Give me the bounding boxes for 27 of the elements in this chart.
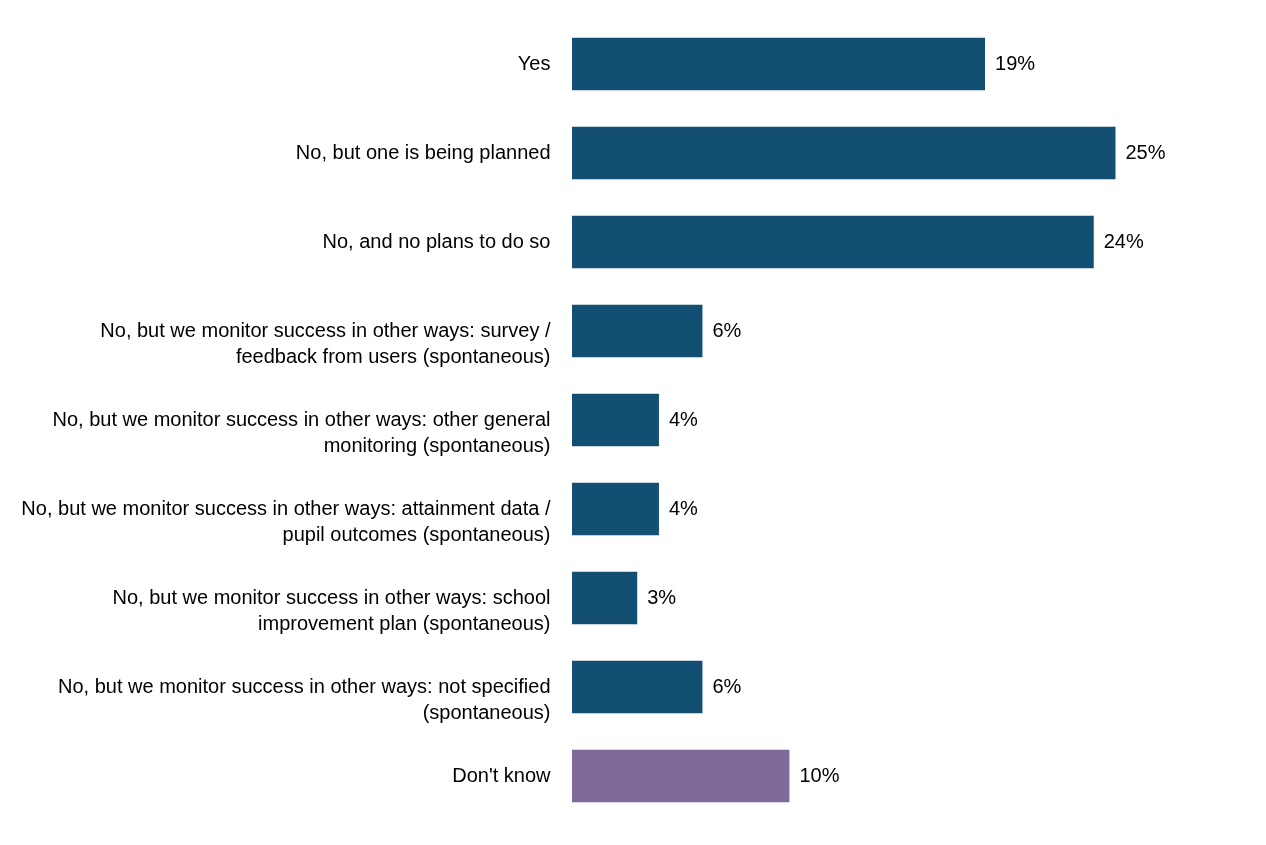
bar <box>572 215 1094 269</box>
bar <box>572 37 986 91</box>
y-tick-label: No, but we monitor success in other ways: other general monitoring (spontaneous) <box>52 408 551 456</box>
data-label: 4% <box>668 496 699 519</box>
y-tick-label: Don't know <box>452 763 552 786</box>
data-label: 25% <box>1125 141 1166 164</box>
data-label: 19% <box>995 52 1036 75</box>
y-tick-label: No, but we monitor success in other ways: survey / feedback from users (spontaneous) <box>100 319 551 368</box>
data-label: 24% <box>1103 230 1144 253</box>
bar <box>572 749 790 803</box>
data-label: 3% <box>647 585 677 608</box>
data-label: 4% <box>668 408 699 430</box>
bar <box>572 126 1116 180</box>
y-tick-label: No, and no plans to do so <box>322 230 551 253</box>
bar <box>572 660 703 714</box>
data-label: 6% <box>712 674 742 697</box>
bar <box>572 304 703 358</box>
bar <box>572 571 638 625</box>
bar <box>572 393 659 447</box>
y-tick-label: No, but one is being planned <box>295 141 551 164</box>
y-tick-label: No, but we monitor success in other ways: not specified (spontaneous) <box>58 674 551 723</box>
y-tick-label: Yes <box>517 52 551 75</box>
y-tick-label: No, but we monitor success in other ways: school improvement plan (spontaneous) <box>112 585 551 634</box>
y-tick-label: No, but we monitor success in other ways: attainment data / pupil outcomes (spontaneous) <box>21 496 551 545</box>
data-label: 10% <box>799 763 840 786</box>
data-label: 6% <box>712 319 742 342</box>
bar <box>572 482 659 536</box>
